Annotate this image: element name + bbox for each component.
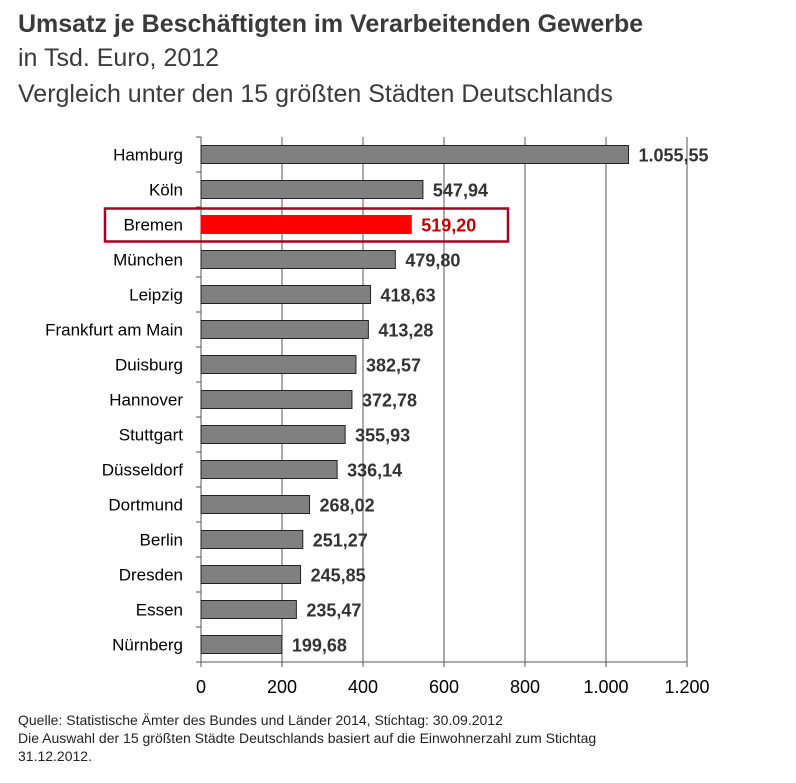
- value-label: 418,63: [381, 286, 436, 306]
- bar-dortmund: [200, 495, 311, 514]
- value-label: 372,78: [362, 391, 417, 411]
- selection-note-date: 31.12.2012.: [18, 748, 92, 764]
- value-label: 251,27: [313, 531, 368, 551]
- highlight-frame: [103, 207, 510, 243]
- category-label: Frankfurt am Main: [45, 321, 183, 340]
- category-label: Bremen: [123, 216, 183, 235]
- value-label: 519,20: [421, 216, 476, 236]
- source-note: Quelle: Statistische Ämter des Bundes un…: [18, 712, 503, 728]
- bar-hamburg: [200, 145, 629, 164]
- bar-hannover: [200, 390, 353, 409]
- bar-berlin: [200, 530, 304, 549]
- category-label: Leipzig: [129, 286, 183, 305]
- value-label: 355,93: [355, 426, 410, 446]
- value-label: 245,85: [311, 566, 366, 586]
- category-label: Stuttgart: [119, 426, 184, 445]
- bar-m-nchen: [200, 250, 396, 269]
- bar-essen: [200, 600, 297, 619]
- bar-leipzig: [200, 285, 372, 304]
- category-label: Dortmund: [108, 496, 183, 515]
- value-label: 235,47: [306, 601, 361, 621]
- selection-note: Die Auswahl der 15 größten Städte Deutsc…: [18, 730, 597, 746]
- x-tick-label: 600: [429, 677, 459, 697]
- x-tick-label: 1.000: [583, 677, 628, 697]
- value-label: 199,68: [292, 636, 347, 656]
- category-label: Hamburg: [113, 146, 183, 165]
- value-label: 413,28: [378, 321, 433, 341]
- category-label: Essen: [136, 601, 183, 620]
- bar-n-rnberg: [200, 635, 283, 654]
- chart-subtitle-2: Vergleich unter den 15 größten Städten D…: [18, 80, 613, 108]
- category-label: Düsseldorf: [102, 461, 184, 480]
- category-label: München: [113, 251, 183, 270]
- chart-subtitle: in Tsd. Euro, 2012: [18, 44, 220, 72]
- value-label: 268,02: [320, 496, 375, 516]
- value-label: 479,80: [405, 251, 460, 271]
- x-tick-label: 1.200: [664, 677, 709, 697]
- category-label: Köln: [149, 181, 183, 200]
- bar-dresden: [200, 565, 302, 584]
- bar-d-sseldorf: [200, 460, 338, 479]
- chart-title: Umsatz je Beschäftigten im Verarbeitende…: [18, 10, 644, 38]
- bar-frankfurt-am-main: [200, 320, 369, 339]
- bar-stuttgart: [200, 425, 346, 444]
- x-tick-label: 400: [348, 677, 378, 697]
- bar-bremen: [200, 215, 412, 234]
- category-label: Nürnberg: [112, 636, 183, 655]
- value-label: 1.055,55: [638, 146, 708, 166]
- category-label: Dresden: [119, 566, 183, 585]
- value-label: 336,14: [347, 461, 402, 481]
- x-tick-label: 200: [267, 677, 297, 697]
- x-tick-label: 0: [196, 677, 206, 697]
- bar-k-ln: [200, 180, 424, 199]
- category-label: Duisburg: [115, 356, 183, 375]
- value-label: 547,94: [433, 181, 488, 201]
- x-tick-label: 800: [510, 677, 540, 697]
- value-label: 382,57: [366, 356, 421, 376]
- bar-duisburg: [200, 355, 357, 374]
- category-label: Hannover: [109, 391, 183, 410]
- category-label: Berlin: [140, 531, 183, 550]
